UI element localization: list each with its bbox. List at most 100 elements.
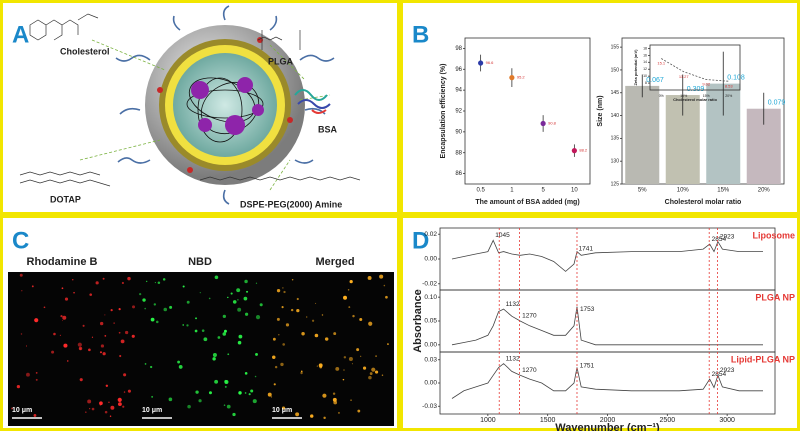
y-tick-label: 8 bbox=[645, 81, 647, 85]
dot bbox=[21, 290, 23, 292]
dot bbox=[350, 399, 352, 401]
dot bbox=[186, 324, 189, 327]
dot bbox=[35, 378, 38, 381]
dot bbox=[255, 315, 261, 320]
dot bbox=[311, 319, 315, 322]
dot bbox=[178, 365, 183, 369]
dot bbox=[72, 279, 74, 281]
dot bbox=[243, 296, 248, 301]
dot bbox=[274, 365, 278, 369]
x-tick-label: 5% bbox=[638, 188, 647, 194]
bar bbox=[625, 85, 660, 184]
dot bbox=[62, 315, 67, 320]
dot bbox=[232, 412, 236, 417]
dot bbox=[59, 334, 62, 336]
dot bbox=[118, 308, 121, 311]
dot bbox=[323, 416, 326, 420]
dot bbox=[321, 314, 324, 316]
dot bbox=[237, 340, 242, 345]
dot bbox=[276, 317, 280, 321]
dot bbox=[244, 279, 248, 284]
dot bbox=[110, 308, 113, 312]
y-tick-label: -0.03 bbox=[422, 403, 437, 410]
x-axis-label: The amount of BSA added (mg) bbox=[475, 199, 579, 206]
dot bbox=[108, 401, 110, 403]
dot bbox=[157, 281, 161, 284]
dot bbox=[25, 345, 27, 347]
channel-label: NBD bbox=[188, 256, 212, 268]
dot bbox=[276, 289, 281, 293]
y-tick-label: 94 bbox=[455, 88, 462, 94]
subplot-frame bbox=[439, 289, 776, 353]
dot bbox=[146, 280, 148, 283]
component-label: Cholesterol bbox=[60, 46, 110, 56]
dot bbox=[43, 306, 46, 309]
dot bbox=[227, 296, 229, 299]
dot bbox=[295, 412, 300, 417]
dot bbox=[314, 333, 319, 338]
y-tick-label: 130 bbox=[611, 159, 620, 165]
dot bbox=[144, 307, 147, 310]
dot bbox=[226, 404, 231, 409]
dot bbox=[91, 336, 94, 338]
plot-frame bbox=[621, 37, 785, 185]
dot bbox=[212, 352, 217, 357]
peak-label: 1751 bbox=[580, 363, 595, 370]
component-label: BSA bbox=[318, 124, 338, 134]
y-axis-label: Size (nm) bbox=[597, 95, 604, 126]
dot bbox=[79, 378, 83, 382]
x-tick-label: 20% bbox=[758, 188, 771, 194]
spectrum-line bbox=[451, 306, 763, 346]
dot bbox=[104, 334, 107, 337]
dot bbox=[144, 363, 147, 365]
dot bbox=[89, 293, 93, 296]
spectrum-line bbox=[451, 363, 763, 399]
dot bbox=[250, 389, 254, 393]
dot bbox=[332, 397, 337, 402]
dot bbox=[343, 369, 345, 371]
pdi-label: 0.108 bbox=[727, 74, 745, 81]
x-tick-label: 10% bbox=[680, 94, 687, 98]
dot bbox=[214, 379, 219, 384]
dot bbox=[120, 339, 125, 344]
peak-label: 2854 bbox=[712, 236, 727, 243]
dot bbox=[352, 314, 355, 318]
peak-label: 2923 bbox=[720, 233, 735, 240]
dot bbox=[333, 332, 337, 336]
dot bbox=[195, 317, 197, 320]
dot bbox=[102, 277, 105, 280]
dot bbox=[168, 397, 173, 402]
dot bbox=[51, 350, 55, 354]
dot bbox=[87, 399, 92, 404]
y-tick-label: 18 bbox=[643, 46, 647, 50]
x-tick-label: 5 bbox=[541, 188, 545, 194]
protein-icon bbox=[294, 89, 331, 114]
dot bbox=[217, 336, 221, 339]
dot bbox=[109, 415, 112, 418]
peak-label: 1753 bbox=[580, 306, 595, 313]
dot bbox=[296, 308, 300, 313]
dot bbox=[244, 372, 248, 375]
point bbox=[509, 75, 515, 81]
dot bbox=[19, 273, 23, 277]
dot bbox=[351, 363, 353, 365]
dot bbox=[118, 402, 122, 407]
dot bbox=[123, 373, 127, 377]
dot bbox=[20, 333, 23, 335]
dot bbox=[332, 392, 336, 395]
dot bbox=[291, 278, 294, 281]
y-tick-label: 12 bbox=[643, 67, 647, 71]
dot bbox=[99, 321, 104, 326]
y-tick-label: 145 bbox=[611, 90, 620, 96]
value-label: 11.27 bbox=[679, 74, 689, 79]
y-tick-label: 14 bbox=[643, 60, 647, 64]
series-name: Liposome bbox=[752, 230, 795, 240]
dot bbox=[273, 383, 276, 386]
series-name: Lipid-PLGA NP bbox=[731, 354, 795, 364]
dot bbox=[367, 276, 372, 280]
dot bbox=[60, 315, 63, 318]
y-tick-label: -0.02 bbox=[422, 281, 437, 288]
peak-label: 1045 bbox=[495, 232, 510, 239]
dot bbox=[368, 375, 372, 380]
dot bbox=[127, 389, 131, 393]
